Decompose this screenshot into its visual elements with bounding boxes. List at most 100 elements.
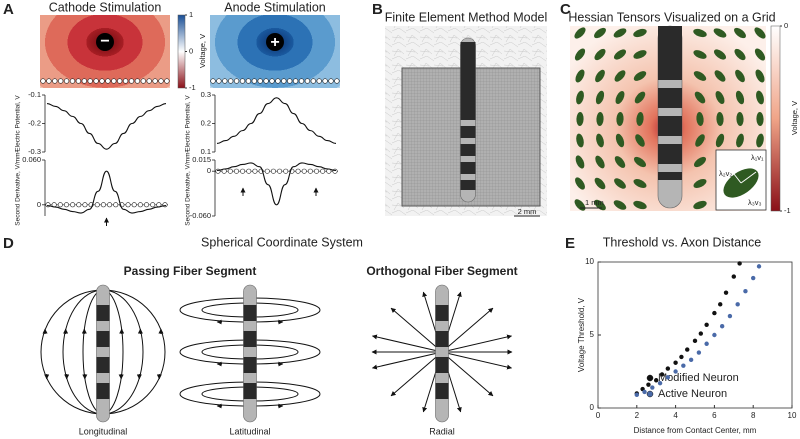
tensor-ellipse <box>574 48 586 61</box>
node <box>58 78 64 84</box>
node <box>264 168 270 174</box>
node <box>283 168 289 174</box>
point <box>712 332 717 338</box>
tensor-ellipse <box>693 200 707 210</box>
fiber-label: Latitudinal <box>229 426 270 436</box>
panel-title: Threshold vs. Axon Distance <box>603 235 761 249</box>
electrode-sign: + <box>270 34 279 51</box>
node <box>131 202 137 208</box>
electrode-contact <box>460 126 476 138</box>
node <box>107 202 113 208</box>
tensor-ellipse <box>756 90 764 105</box>
point <box>642 389 647 395</box>
node <box>227 168 233 174</box>
point <box>646 382 651 387</box>
y-tick-label: 5 <box>590 330 595 339</box>
panel-title: Anode Stimulation <box>224 0 326 14</box>
colorbar-tick-label: 0 <box>784 21 788 30</box>
node <box>76 202 82 208</box>
tensor-ellipse <box>756 133 764 148</box>
point <box>665 375 671 380</box>
node <box>137 202 143 208</box>
electrode-contact <box>658 172 682 180</box>
node <box>52 78 58 84</box>
y-tick-label: -0.060 <box>190 211 211 220</box>
node <box>111 78 117 84</box>
node <box>334 78 340 84</box>
tensor-ellipse <box>594 27 606 39</box>
node <box>246 168 252 174</box>
x-tick-label: 2 <box>635 411 640 420</box>
tensor-ellipse <box>614 70 626 82</box>
tensor-grid <box>574 27 766 211</box>
radial-fiber <box>441 334 513 353</box>
curve <box>46 103 167 150</box>
point <box>657 380 663 386</box>
node <box>240 168 246 174</box>
electrode-contact <box>96 357 110 373</box>
tensor-ellipse <box>613 49 627 60</box>
node <box>270 168 276 174</box>
tensor-ellipse <box>595 90 605 105</box>
tensor-ellipse <box>693 179 707 188</box>
legend-marker <box>646 374 654 382</box>
node <box>100 202 106 208</box>
node <box>210 78 216 84</box>
radial-fiber <box>390 307 443 353</box>
electrode-contact <box>243 305 257 321</box>
electrode-contact <box>658 88 682 108</box>
node <box>146 78 152 84</box>
point <box>673 360 678 365</box>
point <box>731 274 736 279</box>
node <box>128 78 135 84</box>
point <box>735 302 740 307</box>
colorbar-label: Voltage, V <box>198 34 207 68</box>
node <box>263 78 269 84</box>
tensor-ellipse <box>736 133 744 148</box>
node <box>252 168 258 174</box>
tensor-ellipse <box>614 156 626 168</box>
electrode-contact <box>435 305 449 321</box>
node <box>239 78 246 84</box>
tensor-ellipse <box>735 90 745 105</box>
colorbar-label: Voltage, V <box>790 101 799 135</box>
colorbar-tick-label: 1 <box>189 10 193 19</box>
point <box>704 322 709 327</box>
tensor-ellipse <box>613 200 627 210</box>
panel-title: Spherical Coordinate System <box>201 235 363 249</box>
node <box>99 78 105 84</box>
eigen-label: λ₃v₃ <box>748 198 762 207</box>
y-tick-label: 0 <box>37 200 41 209</box>
tensor-ellipse <box>615 133 625 148</box>
y-tick-label: 0 <box>207 166 211 175</box>
node <box>301 168 307 174</box>
electrode-contact <box>460 144 476 156</box>
fiber-label: Longitudinal <box>79 426 128 436</box>
tensor-ellipse <box>575 69 585 83</box>
node <box>251 78 257 84</box>
y-tick-label: -0.3 <box>28 147 41 156</box>
electrode-sign: − <box>100 33 109 50</box>
x-tick-label: 4 <box>673 411 678 420</box>
electrode-contact <box>243 357 257 373</box>
electrode-contact <box>460 162 476 174</box>
electrode-contact <box>435 383 449 399</box>
node <box>63 202 69 208</box>
node <box>222 78 228 84</box>
tensor-ellipse <box>734 48 746 61</box>
radial-fiber <box>441 351 494 397</box>
electrode-contact <box>460 42 476 120</box>
y-tick-label: 0 <box>590 403 595 412</box>
radial-fiber <box>441 307 494 353</box>
tensor-ellipse <box>756 112 764 126</box>
point <box>723 290 729 295</box>
tensor-ellipse <box>693 28 707 38</box>
node <box>314 168 320 174</box>
point <box>679 354 684 360</box>
electrode-contact <box>435 357 449 373</box>
node <box>281 78 287 84</box>
tensor-ellipse <box>634 91 646 104</box>
tensor-ellipse <box>734 27 746 39</box>
node <box>87 78 93 84</box>
node <box>140 78 146 84</box>
